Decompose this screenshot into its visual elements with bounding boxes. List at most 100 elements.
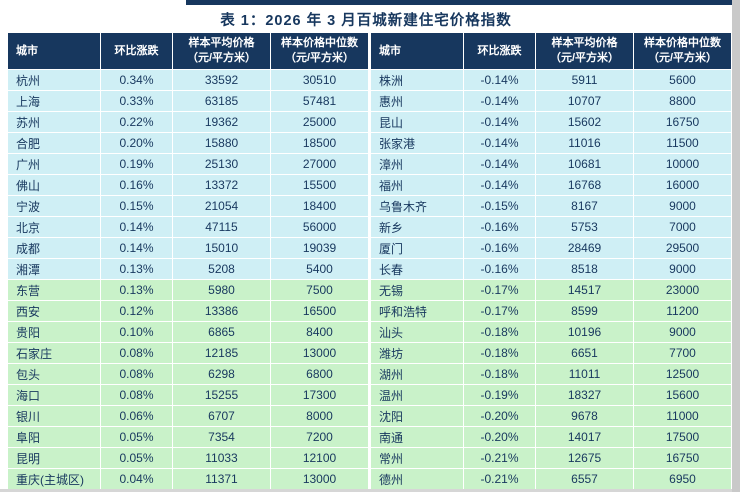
change-cell: 0.16% — [101, 175, 172, 195]
avg-cell: 7354 — [173, 427, 270, 447]
avg-cell: 15255 — [173, 385, 270, 405]
median-cell: 23000 — [634, 280, 731, 300]
page-bottom-edge — [0, 489, 740, 492]
city-cell: 贵阳 — [8, 322, 100, 342]
city-cell: 宁波 — [8, 196, 100, 216]
avg-cell: 12185 — [173, 343, 270, 363]
avg-cell: 6557 — [536, 469, 633, 489]
median-cell: 12100 — [271, 448, 368, 468]
avg-cell: 10196 — [536, 322, 633, 342]
header-change: 环比涨跌 — [101, 33, 172, 69]
change-cell: -0.17% — [464, 280, 535, 300]
header-median-line1: 样本价格中位数 — [644, 37, 721, 50]
change-cell: 0.15% — [101, 196, 172, 216]
city-cell: 昆山 — [371, 112, 463, 132]
table-row: 石家庄 0.08% 12185 13000 — [8, 343, 368, 363]
table-row: 株洲 -0.14% 5911 5600 — [371, 70, 731, 90]
change-cell: 0.22% — [101, 112, 172, 132]
avg-cell: 19362 — [173, 112, 270, 132]
median-cell: 8000 — [271, 406, 368, 426]
median-cell: 13000 — [271, 343, 368, 363]
avg-cell: 33592 — [173, 70, 270, 90]
change-cell: -0.21% — [464, 469, 535, 489]
table-row: 常州 -0.21% 12675 16750 — [371, 448, 731, 468]
page-right-edge — [732, 0, 740, 492]
median-cell: 29500 — [634, 238, 731, 258]
median-cell: 9000 — [634, 322, 731, 342]
change-cell: 0.14% — [101, 217, 172, 237]
median-cell: 10000 — [634, 154, 731, 174]
change-cell: -0.20% — [464, 427, 535, 447]
table-row: 潍坊 -0.18% 6651 7700 — [371, 343, 731, 363]
table-row: 杭州 0.34% 33592 30510 — [8, 70, 368, 90]
top-accent-bar — [186, 0, 740, 5]
table-row: 德州 -0.21% 6557 6950 — [371, 469, 731, 489]
median-cell: 5600 — [634, 70, 731, 90]
table-row: 厦门 -0.16% 28469 29500 — [371, 238, 731, 258]
table-row: 湖州 -0.18% 11011 12500 — [371, 364, 731, 384]
city-cell: 乌鲁木齐 — [371, 196, 463, 216]
table-row: 南通 -0.20% 14017 17500 — [371, 427, 731, 447]
median-cell: 15500 — [271, 175, 368, 195]
avg-cell: 11033 — [173, 448, 270, 468]
median-cell: 18500 — [271, 133, 368, 153]
change-cell: 0.13% — [101, 259, 172, 279]
header-avg-line2: （元/平方米） — [549, 52, 620, 64]
header-avg-line1: 样本平均价格 — [551, 37, 618, 50]
right-price-table: 城市 环比涨跌 样本平均价格 （元/平方米） 样本价格中位数 （元/平方米） 株… — [371, 33, 731, 490]
city-cell: 合肥 — [8, 133, 100, 153]
avg-cell: 6707 — [173, 406, 270, 426]
city-cell: 包头 — [8, 364, 100, 384]
change-cell: -0.15% — [464, 196, 535, 216]
table-row: 无锡 -0.17% 14517 23000 — [371, 280, 731, 300]
avg-cell: 11016 — [536, 133, 633, 153]
median-cell: 7500 — [271, 280, 368, 300]
median-cell: 11500 — [634, 133, 731, 153]
avg-cell: 9678 — [536, 406, 633, 426]
change-cell: 0.06% — [101, 406, 172, 426]
median-cell: 17500 — [634, 427, 731, 447]
change-cell: 0.19% — [101, 154, 172, 174]
avg-cell: 10681 — [536, 154, 633, 174]
avg-cell: 13386 — [173, 301, 270, 321]
city-cell: 佛山 — [8, 175, 100, 195]
median-cell: 9000 — [634, 259, 731, 279]
table-row: 上海 0.33% 63185 57481 — [8, 91, 368, 111]
median-cell: 16500 — [271, 301, 368, 321]
table-header-row: 城市 环比涨跌 样本平均价格 （元/平方米） 样本价格中位数 （元/平方米） — [8, 33, 368, 69]
table-row: 漳州 -0.14% 10681 10000 — [371, 154, 731, 174]
change-cell: 0.05% — [101, 427, 172, 447]
avg-cell: 8167 — [536, 196, 633, 216]
avg-cell: 15602 — [536, 112, 633, 132]
median-cell: 25000 — [271, 112, 368, 132]
change-cell: -0.14% — [464, 154, 535, 174]
median-cell: 12500 — [634, 364, 731, 384]
city-cell: 常州 — [371, 448, 463, 468]
table-row: 银川 0.06% 6707 8000 — [8, 406, 368, 426]
city-cell: 成都 — [8, 238, 100, 258]
avg-cell: 10707 — [536, 91, 633, 111]
median-cell: 8400 — [271, 322, 368, 342]
change-cell: -0.14% — [464, 112, 535, 132]
city-cell: 石家庄 — [8, 343, 100, 363]
change-cell: -0.16% — [464, 217, 535, 237]
city-cell: 北京 — [8, 217, 100, 237]
median-cell: 16000 — [634, 175, 731, 195]
city-cell: 阜阳 — [8, 427, 100, 447]
median-cell: 18400 — [271, 196, 368, 216]
city-cell: 南通 — [371, 427, 463, 447]
table-title: 表 1：2026 年 3 月百城新建住宅价格指数 — [220, 13, 512, 29]
city-cell: 广州 — [8, 154, 100, 174]
avg-cell: 6651 — [536, 343, 633, 363]
median-cell: 7000 — [634, 217, 731, 237]
city-cell: 温州 — [371, 385, 463, 405]
city-cell: 东营 — [8, 280, 100, 300]
table-row: 贵阳 0.10% 6865 8400 — [8, 322, 368, 342]
avg-cell: 6298 — [173, 364, 270, 384]
avg-cell: 6865 — [173, 322, 270, 342]
city-cell: 呼和浩特 — [371, 301, 463, 321]
table-row: 昆明 0.05% 11033 12100 — [8, 448, 368, 468]
change-cell: -0.14% — [464, 91, 535, 111]
table-row: 西安 0.12% 13386 16500 — [8, 301, 368, 321]
city-cell: 沈阳 — [371, 406, 463, 426]
